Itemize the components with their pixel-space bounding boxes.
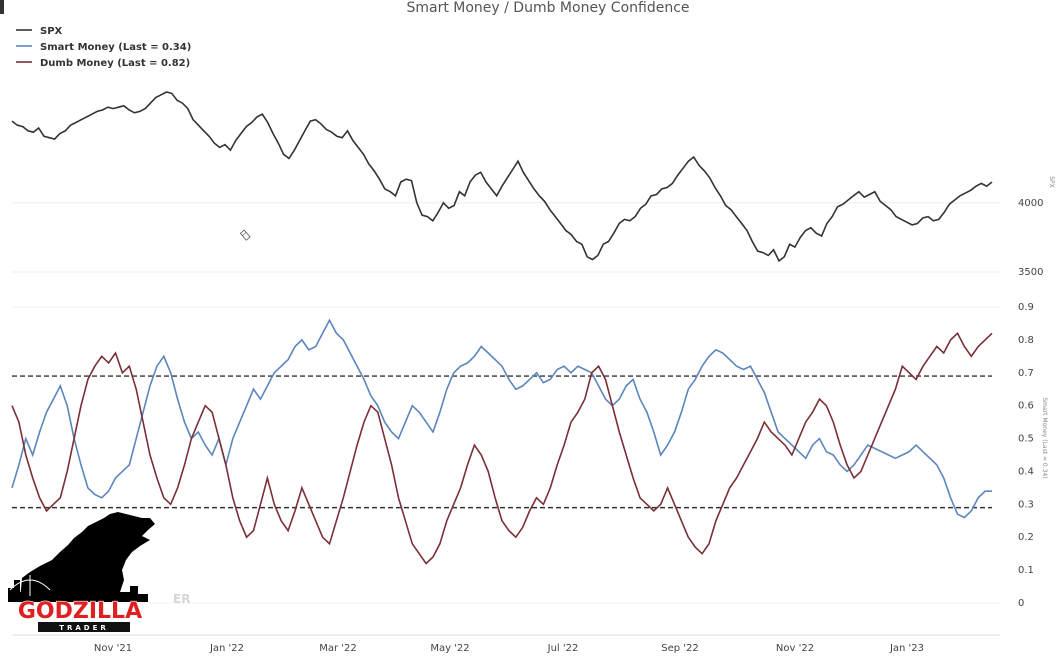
y-tick-label: 0.8 <box>1018 335 1034 346</box>
chart-title: Smart Money / Dumb Money Confidence <box>406 0 689 16</box>
legend-label-dumb-money: Dumb Money (Last = 0.82) <box>40 58 190 69</box>
x-tick-label: Mar '22 <box>319 643 357 654</box>
y-axis-spx: 4000 3500 <box>1018 198 1043 278</box>
y-tick-label: 0.9 <box>1018 302 1034 313</box>
logo-subtitle-bar <box>38 622 130 632</box>
y-axis-confidence: 0.9 0.8 0.7 0.6 0.5 0.4 0.3 0.2 0.1 0 <box>1018 302 1034 609</box>
x-axis: Nov '21 Jan '22 Mar '22 May '22 Jul '22 Sep '… <box>94 643 924 654</box>
logo-subtitle: TRADER <box>59 624 109 632</box>
y-tick-label: 0 <box>1018 598 1024 609</box>
x-tick-label: Nov '22 <box>776 643 814 654</box>
city-skyline-icon <box>8 576 148 602</box>
x-tick-label: May '22 <box>430 643 469 654</box>
godzilla-silhouette-icon <box>20 512 155 600</box>
y-tick-label: 0.7 <box>1018 368 1034 379</box>
series-line-dumb-money <box>11 331 993 565</box>
reference-lines <box>12 375 992 509</box>
edge-marker <box>0 0 4 14</box>
legend-label-spx: SPX <box>40 26 63 37</box>
series-line-spx <box>11 91 993 263</box>
y-tick-label: 0.1 <box>1018 565 1034 576</box>
y-tick-label: 0.2 <box>1018 532 1034 543</box>
x-tick-label: Sep '22 <box>661 643 699 654</box>
y-tick-label: 0.4 <box>1018 466 1034 477</box>
x-tick-label: Nov '21 <box>94 643 132 654</box>
y-tick-label: 0.3 <box>1018 499 1034 510</box>
watermark-fragment: ER <box>173 592 190 606</box>
x-tick-label: Jul '22 <box>547 643 579 654</box>
gridlines <box>12 202 1000 636</box>
y-tick-label: 3500 <box>1018 267 1043 278</box>
logo-wordmark: GODZILLA <box>18 599 142 624</box>
cursor-icon <box>239 229 251 241</box>
bridge-icon <box>9 575 51 596</box>
axis-label-spx: SPX <box>1048 176 1055 188</box>
legend: SPX Smart Money (Last = 0.34) Dumb Money… <box>16 26 191 69</box>
series-line-smart-money <box>11 318 992 519</box>
godzilla-trader-logo: GODZILLA TRADER <box>8 512 155 632</box>
y-tick-label: 0.6 <box>1018 401 1034 412</box>
x-tick-label: Jan '22 <box>209 643 244 654</box>
y-tick-label: 0.5 <box>1018 434 1034 445</box>
axis-label-smart-money: Smart Money (Last = 0.34) <box>1041 397 1048 478</box>
x-tick-label: Jan '23 <box>889 643 924 654</box>
y-tick-label: 4000 <box>1018 198 1043 209</box>
legend-label-smart-money: Smart Money (Last = 0.34) <box>40 42 191 53</box>
